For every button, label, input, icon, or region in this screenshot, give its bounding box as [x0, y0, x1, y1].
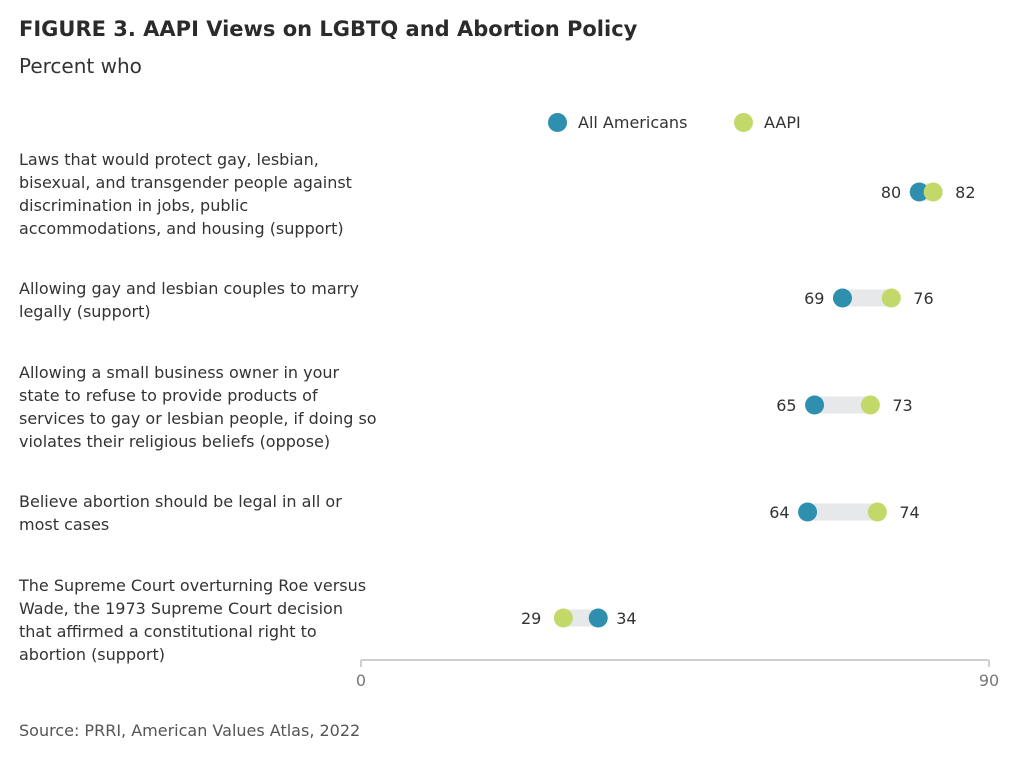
row-label-abortion-legal: Believe abortion should be legal in all …	[19, 492, 342, 534]
row-label-marriage: Allowing gay and lesbian couples to marr…	[19, 279, 359, 321]
dot-all-americans-1	[832, 288, 852, 308]
value-label-all-americans-3: 64	[769, 503, 789, 522]
x-tick-label-min: 0	[356, 671, 366, 690]
value-label-all-americans-2: 65	[776, 396, 796, 415]
value-label-aapi-1: 76	[913, 289, 933, 308]
dot-aapi-2	[860, 395, 880, 415]
dot-aapi-0	[923, 182, 943, 202]
legend-item-aapi: AAPI	[734, 111, 801, 133]
dot-all-americans-3	[798, 502, 818, 522]
value-label-all-americans-4: 34	[616, 609, 636, 628]
row-label-refusal: Allowing a small business owner in your …	[19, 363, 377, 451]
value-label-aapi-2: 73	[892, 396, 912, 415]
legend-item-all-americans: All Americans	[548, 111, 687, 133]
legend-label-all-americans: All Americans	[578, 112, 688, 132]
dot-aapi-4	[553, 608, 573, 628]
dot-aapi-3	[867, 502, 887, 522]
x-tick-label-max: 90	[979, 671, 999, 690]
dot-all-americans-4	[588, 608, 608, 628]
dot-aapi-1	[881, 288, 901, 308]
value-label-all-americans-1: 69	[804, 289, 824, 308]
value-label-aapi-3: 74	[899, 503, 919, 522]
dot-all-americans-2	[805, 395, 825, 415]
dot-all-americans-0	[909, 182, 929, 202]
row-label-roe: The Supreme Court overturning Roe versus…	[19, 576, 367, 664]
chart-title: FIGURE 3. AAPI Views on LGBTQ and Aborti…	[19, 17, 638, 41]
legend-dot-all-americans-icon	[548, 112, 567, 132]
source-note: Source: PRRI, American Values Atlas, 202…	[19, 721, 361, 740]
value-label-aapi-4: 29	[521, 609, 541, 628]
row-label-nondiscrimination: Laws that would protect gay, lesbian, bi…	[19, 150, 352, 238]
value-label-aapi-0: 82	[955, 183, 975, 202]
legend-label-aapi: AAPI	[764, 112, 801, 132]
legend-dot-aapi-icon	[734, 112, 753, 132]
value-label-all-americans-0: 80	[881, 183, 901, 202]
chart-subtitle: Percent who	[19, 54, 142, 78]
